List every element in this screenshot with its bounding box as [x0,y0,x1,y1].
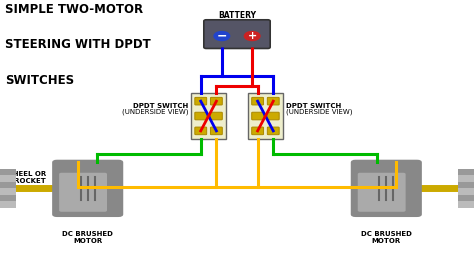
FancyBboxPatch shape [210,112,222,120]
Bar [458,169,474,175]
Text: SWITCHES: SWITCHES [5,74,74,87]
Text: SIMPLE TWO-MOTOR: SIMPLE TWO-MOTOR [5,3,143,16]
FancyBboxPatch shape [204,20,270,49]
Text: −: − [217,29,227,43]
Text: (UNDERSIDE VIEW): (UNDERSIDE VIEW) [285,109,352,115]
FancyBboxPatch shape [191,93,227,139]
Text: DPDT SWITCH: DPDT SWITCH [133,103,189,109]
Text: DPDT SWITCH: DPDT SWITCH [285,103,341,109]
Bar [458,188,474,195]
FancyBboxPatch shape [252,97,264,105]
FancyBboxPatch shape [52,160,123,217]
Text: STEERING WITH DPDT: STEERING WITH DPDT [5,38,150,51]
Bar [458,201,474,208]
FancyBboxPatch shape [252,112,264,120]
FancyBboxPatch shape [252,127,264,135]
Bar [0,182,16,188]
Bar [458,176,474,182]
FancyBboxPatch shape [358,173,406,212]
Bar [458,182,474,188]
Bar [458,195,474,201]
FancyBboxPatch shape [195,112,207,120]
Text: DC BRUSHED
MOTOR: DC BRUSHED MOTOR [62,231,113,244]
Text: DC BRUSHED
MOTOR: DC BRUSHED MOTOR [361,231,412,244]
Text: WHEEL OR
SPROCKET: WHEEL OR SPROCKET [5,171,46,184]
FancyBboxPatch shape [210,127,222,135]
Bar [0,188,16,195]
FancyBboxPatch shape [248,93,283,139]
FancyBboxPatch shape [195,127,207,135]
FancyBboxPatch shape [267,97,279,105]
Bar [0,201,16,208]
Bar [0,195,16,201]
Text: BATTERY: BATTERY [218,11,256,20]
Text: (UNDERSIDE VIEW): (UNDERSIDE VIEW) [122,109,189,115]
FancyBboxPatch shape [351,160,422,217]
Bar [0,176,16,182]
Text: +: + [247,31,257,41]
FancyBboxPatch shape [59,173,107,212]
Circle shape [214,32,229,40]
FancyBboxPatch shape [267,127,279,135]
Circle shape [245,32,260,40]
FancyBboxPatch shape [267,112,279,120]
Bar [0,169,16,175]
FancyBboxPatch shape [195,97,207,105]
FancyBboxPatch shape [210,97,222,105]
